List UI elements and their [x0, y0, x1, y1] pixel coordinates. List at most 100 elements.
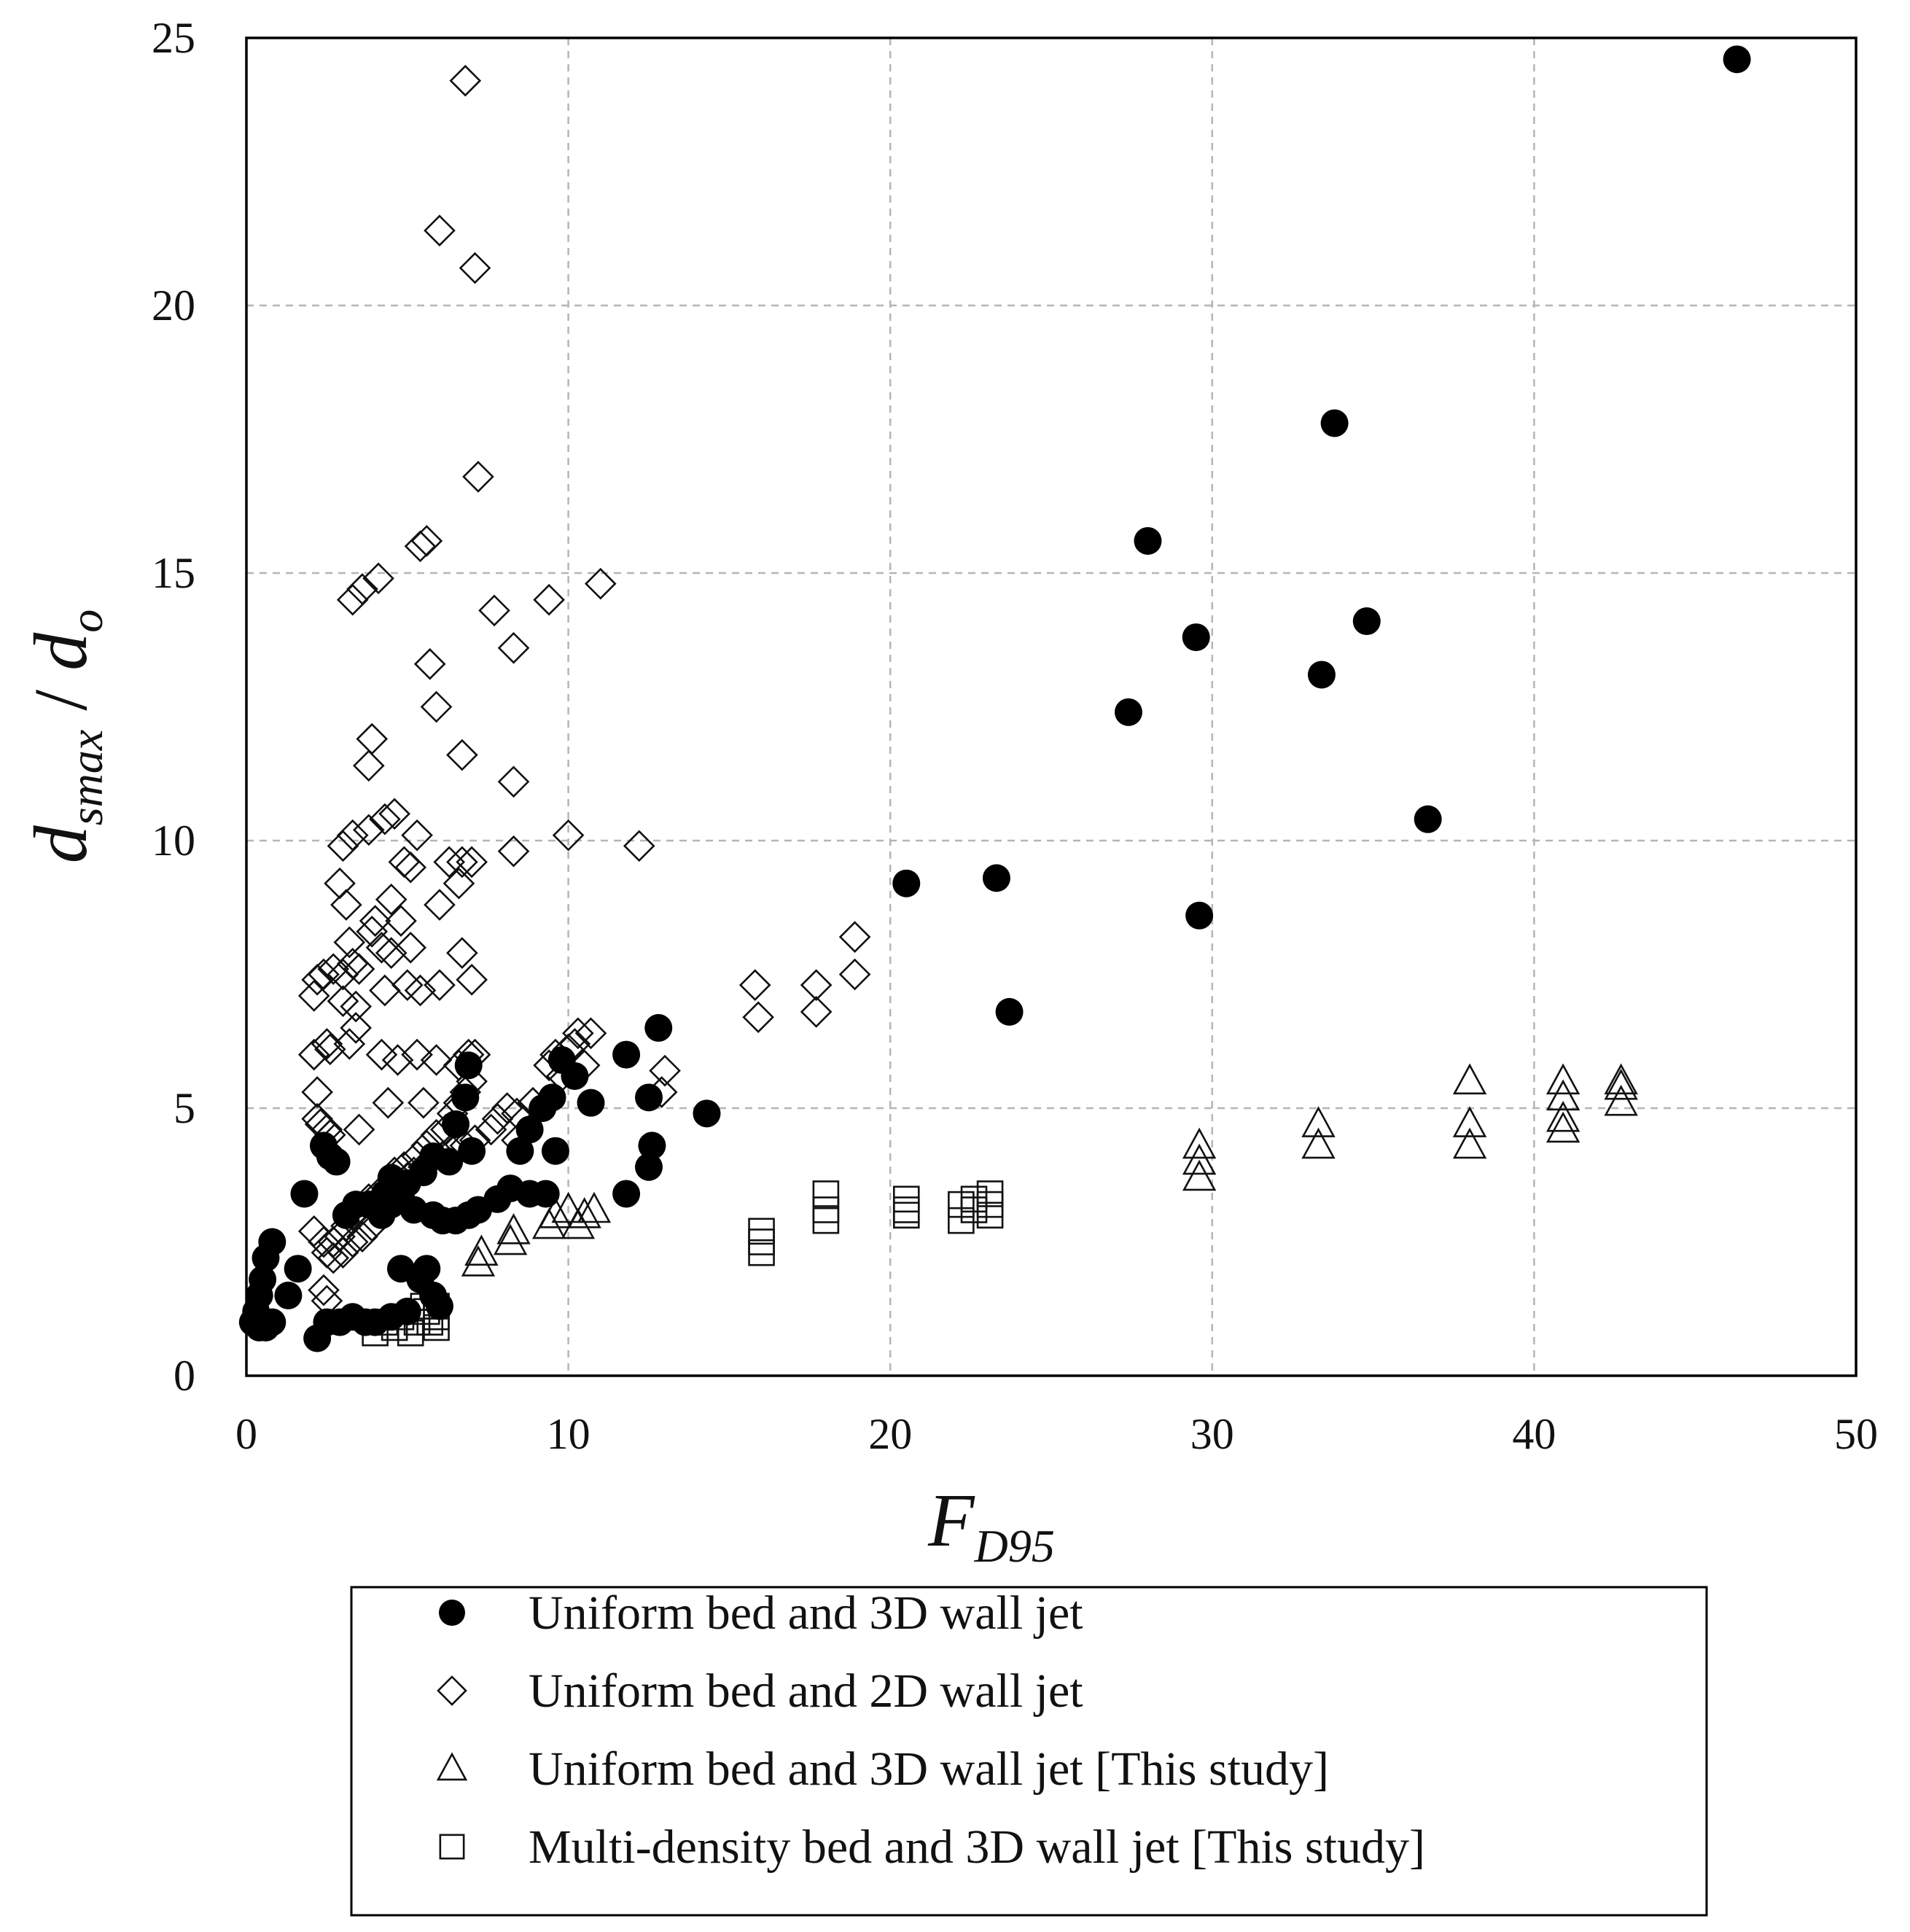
- data-point-uniform-2d: [301, 964, 333, 996]
- data-point-uniform-2d: [562, 1017, 594, 1050]
- gridlines: [246, 38, 1856, 1376]
- data-point-multi-density-3d-this-study: [948, 1207, 975, 1234]
- data-point-uniform-2d: [333, 926, 366, 959]
- data-point-uniform-3d-this-study: [1604, 1084, 1638, 1116]
- data-point-uniform-3d: [577, 1088, 605, 1117]
- data-point-uniform-2d: [356, 915, 389, 948]
- legend-label: Uniform bed and 3D wall jet: [529, 1586, 1083, 1640]
- data-point-uniform-3d: [258, 1308, 286, 1336]
- data-point-uniform-2d: [838, 921, 871, 953]
- data-point-uniform-2d: [443, 867, 475, 900]
- data-point-uniform-2d: [456, 846, 488, 879]
- data-point-uniform-2d: [327, 958, 359, 991]
- data-point-uniform-3d: [892, 869, 921, 897]
- data-point-uniform-2d: [533, 583, 565, 616]
- x-tick-label: 20: [868, 1410, 912, 1458]
- data-point-uniform-2d: [385, 905, 417, 937]
- data-point-uniform-3d-this-study: [1182, 1127, 1217, 1159]
- x-tick-label: 40: [1512, 1410, 1556, 1458]
- data-point-uniform-2d: [574, 1017, 607, 1050]
- x-tick-label: 30: [1190, 1410, 1234, 1458]
- legend-item: Uniform bed and 3D wall jet: [439, 1586, 1083, 1640]
- data-point-uniform-2d: [346, 1220, 378, 1253]
- data-point-uniform-2d: [352, 749, 385, 782]
- data-point-uniform-2d: [394, 851, 427, 884]
- data-point-uniform-2d: [394, 931, 427, 964]
- data-point-uniform-3d: [1182, 623, 1210, 652]
- data-point-uniform-3d: [451, 1083, 480, 1112]
- data-point-uniform-3d-this-study: [496, 1213, 531, 1244]
- data-point-uniform-3d: [635, 1153, 663, 1181]
- data-point-uniform-3d: [541, 1137, 569, 1165]
- data-point-uniform-2d: [297, 1038, 330, 1071]
- data-point-uniform-2d: [424, 214, 456, 247]
- data-point-uniform-3d-this-study: [1545, 1063, 1580, 1095]
- data-point-uniform-3d: [370, 1180, 399, 1208]
- data-point-uniform-3d: [1185, 901, 1214, 930]
- data-point-uniform-2d: [497, 835, 530, 868]
- x-tick-label: 50: [1834, 1410, 1878, 1458]
- data-point-uniform-3d-this-study: [561, 1207, 596, 1239]
- data-point-uniform-2d: [340, 1012, 372, 1044]
- y-tick-label: 10: [152, 817, 195, 865]
- data-point-uniform-3d: [442, 1110, 470, 1139]
- data-point-uniform-2d: [446, 937, 478, 969]
- data-point-uniform-3d-this-study: [1301, 1106, 1336, 1137]
- legend-item: Multi-density bed and 3D wall jet [This …: [439, 1820, 1425, 1874]
- legend-marker: [437, 1675, 467, 1706]
- data-point-multi-density-3d-this-study: [976, 1201, 1004, 1229]
- data-point-uniform-2d: [456, 964, 488, 996]
- data-point-uniform-3d: [274, 1281, 303, 1309]
- data-point-uniform-3d: [612, 1180, 641, 1208]
- data-point-uniform-2d: [478, 594, 510, 627]
- y-tick-label: 0: [174, 1352, 195, 1400]
- data-point-uniform-2d: [742, 1001, 774, 1034]
- data-point-uniform-2d: [340, 990, 372, 1023]
- data-point-uniform-3d: [458, 1137, 486, 1165]
- data-point-uniform-3d-this-study: [1545, 1079, 1580, 1111]
- data-point-uniform-2d: [800, 969, 833, 1002]
- data-point-uniform-2d: [404, 974, 437, 1007]
- data-point-uniform-3d: [515, 1115, 544, 1144]
- legend-label: Multi-density bed and 3D wall jet [This …: [529, 1820, 1425, 1874]
- data-point-uniform-3d: [322, 1148, 351, 1176]
- data-point-uniform-2d: [408, 1086, 440, 1119]
- data-point-uniform-3d-this-study: [1452, 1063, 1487, 1095]
- data-point-uniform-2d: [738, 969, 771, 1002]
- data-point-uniform-3d: [1134, 526, 1162, 555]
- data-point-uniform-2d: [352, 814, 385, 846]
- data-point-uniform-2d: [327, 830, 359, 862]
- data-point-uniform-2d: [446, 739, 478, 771]
- data-point-uniform-2d: [317, 953, 350, 985]
- data-point-uniform-3d: [635, 1083, 663, 1112]
- data-point-uniform-2d: [413, 647, 446, 680]
- data-point-uniform-3d: [425, 1292, 453, 1320]
- data-point-uniform-3d: [612, 1040, 641, 1069]
- data-point-uniform-2d: [381, 1044, 414, 1076]
- data-point-uniform-3d-this-study: [1604, 1063, 1638, 1095]
- data-point-uniform-2d: [800, 996, 833, 1028]
- data-point-uniform-3d: [1723, 45, 1751, 74]
- data-point-uniform-3d-this-study: [1545, 1100, 1580, 1132]
- legend-item: Uniform bed and 2D wall jet: [437, 1664, 1083, 1718]
- data-point-uniform-2d: [375, 937, 408, 969]
- legend-box: [350, 1586, 1708, 1917]
- x-axis-title: FD95: [927, 1479, 1055, 1572]
- legend-marker: [436, 1752, 468, 1781]
- data-point-uniform-3d: [982, 864, 1010, 892]
- legend-label: Uniform bed and 2D wall jet: [529, 1664, 1083, 1718]
- data-point-uniform-3d-this-study: [461, 1245, 496, 1277]
- legend-item: Uniform bed and 3D wall jet [This study]: [436, 1742, 1329, 1796]
- data-point-uniform-2d: [330, 889, 362, 921]
- data-point-uniform-2d: [552, 819, 585, 852]
- data-point-uniform-2d: [420, 1044, 453, 1076]
- data-point-uniform-3d: [638, 1131, 666, 1160]
- data-point-uniform-2d: [462, 461, 494, 493]
- legend-label: Uniform bed and 3D wall jet [This study]: [529, 1742, 1329, 1796]
- data-point-uniform-2d: [308, 1226, 340, 1258]
- data-point-uniform-2d: [362, 562, 394, 595]
- data-point-uniform-2d: [649, 1054, 681, 1087]
- data-point-uniform-2d: [497, 631, 530, 664]
- data-point-multi-density-3d-this-study: [748, 1239, 775, 1266]
- x-tick-label: 10: [547, 1410, 590, 1458]
